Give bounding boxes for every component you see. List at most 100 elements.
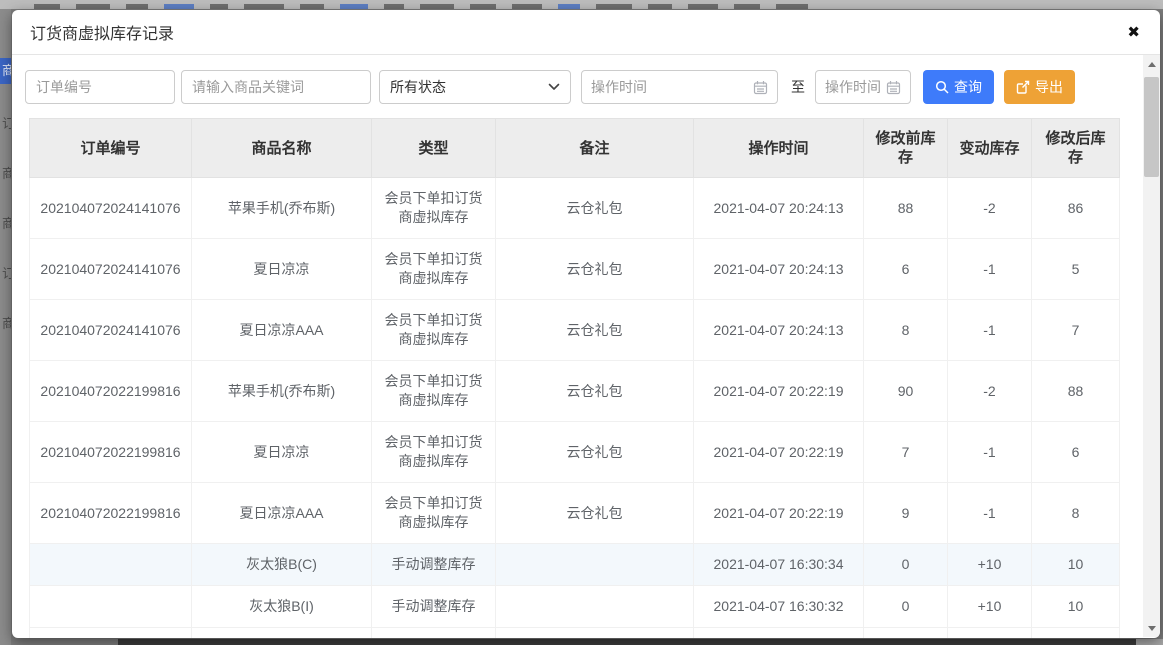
cell-type: 会员下单扣订货商虚拟库存: [371, 238, 496, 300]
table-row[interactable]: 202104072024141076 夏日凉凉 会员下单扣订货商虚拟库存 云仓礼…: [29, 238, 1120, 300]
table-row[interactable]: 灰太狼B(I) 手动调整库存 2021-04-07 16:30:32 0 +10…: [29, 585, 1120, 628]
cell-op-time: 2021-04-07 20:24:13: [693, 238, 864, 300]
cell-order-no: 202104072022199816: [29, 360, 192, 422]
keyword-input[interactable]: [181, 70, 371, 104]
close-icon[interactable]: ✖: [1127, 24, 1140, 41]
background-sidebar-strip: 商 订 商 商 订 商: [0, 9, 11, 645]
background-sidebar-item: 商: [0, 58, 11, 84]
search-icon: [935, 80, 949, 94]
table-row[interactable]: 202104072022199816 夏日凉凉 会员下单扣订货商虚拟库存 云仓礼…: [29, 421, 1120, 483]
cell-product: 灰太狼B(I): [191, 585, 372, 628]
query-button-label: 查询: [954, 79, 982, 95]
cell-product: 苹果手机(乔布斯): [191, 177, 372, 239]
date-range-separator: 至: [791, 79, 805, 95]
cell-stock-change: +10: [947, 543, 1032, 586]
scroll-down-arrow-icon: [1147, 626, 1156, 631]
cell-stock-change: -2: [947, 360, 1032, 422]
cell-order-no: [29, 627, 192, 638]
cell-stock-after: 6: [1031, 421, 1120, 483]
cell-stock-change: -1: [947, 482, 1032, 544]
order-no-input[interactable]: [25, 70, 175, 104]
cell-product: 夏日凉凉AAA: [191, 482, 372, 544]
cell-order-no: 202104072024141076: [29, 299, 192, 361]
background-bottom-bar-end: [1136, 639, 1163, 645]
cell-product: 灰太狼B(C): [191, 543, 372, 586]
vertical-scrollbar[interactable]: [1143, 55, 1160, 637]
status-select-value: 所有状态: [390, 79, 446, 95]
background-sidebar-item: 商: [2, 166, 11, 181]
cell-op-time: 2021-04-07 20:24:13: [693, 299, 864, 361]
modal-title: 订货商虚拟库存记录: [30, 26, 175, 43]
cell-type: 会员下单扣订货商虚拟库存: [371, 299, 496, 361]
cell-op-time: 2021-04-07 16:30:32: [693, 585, 864, 628]
cell-remark: [495, 543, 694, 586]
table-row[interactable]: 202104072022199816 苹果手机(乔布斯) 会员下单扣订货商虚拟库…: [29, 360, 1120, 422]
header-product: 商品名称: [191, 118, 372, 178]
table-row[interactable]: 灰太狼B(E) 手动调整库存 2021-04-07 16:30:31 0 +10…: [29, 627, 1120, 638]
cell-type: 手动调整库存: [371, 627, 496, 638]
table-row[interactable]: 202104072022199816 夏日凉凉AAA 会员下单扣订货商虚拟库存 …: [29, 482, 1120, 544]
cell-stock-before: 0: [863, 585, 948, 628]
inventory-table: 订单编号 商品名称 类型 备注 操作时间 修改前库存 变动库存 修改后库存 20…: [29, 118, 1120, 638]
cell-order-no: 202104072022199816: [29, 421, 192, 483]
cell-stock-after: 88: [1031, 360, 1120, 422]
cell-type: 会员下单扣订货商虚拟库存: [371, 421, 496, 483]
cell-stock-change: +10: [947, 585, 1032, 628]
cell-op-time: 2021-04-07 16:30:31: [693, 627, 864, 638]
cell-remark: [495, 627, 694, 638]
modal-body: 所有状态 操作时间 至 操作时间: [12, 55, 1160, 638]
background-sidebar-item: 订: [2, 266, 11, 281]
export-button[interactable]: 导出: [1004, 70, 1075, 104]
modal-header: 订货商虚拟库存记录 ✖: [12, 10, 1160, 55]
table-row[interactable]: 202104072024141076 夏日凉凉AAA 会员下单扣订货商虚拟库存 …: [29, 299, 1120, 361]
cell-stock-before: 0: [863, 627, 948, 638]
scrollbar-thumb[interactable]: [1144, 77, 1159, 177]
table-row[interactable]: 202104072024141076 苹果手机(乔布斯) 会员下单扣订货商虚拟库…: [29, 177, 1120, 239]
header-stock-before: 修改前库存: [863, 118, 948, 178]
cell-stock-after: 86: [1031, 177, 1120, 239]
end-date-placeholder: 操作时间: [825, 79, 881, 95]
scroll-down-button[interactable]: [1143, 621, 1160, 635]
cell-order-no: [29, 585, 192, 628]
start-date-placeholder: 操作时间: [591, 79, 647, 95]
cell-product: 夏日凉凉: [191, 238, 372, 300]
query-button[interactable]: 查询: [923, 70, 994, 104]
background-sidebar-item: 商: [2, 216, 11, 231]
cell-type: 会员下单扣订货商虚拟库存: [371, 482, 496, 544]
calendar-icon: [886, 80, 901, 95]
cell-stock-change: +10: [947, 627, 1032, 638]
filter-bar: 所有状态 操作时间 至 操作时间: [12, 55, 1160, 118]
cell-order-no: [29, 543, 192, 586]
cell-op-time: 2021-04-07 20:22:19: [693, 421, 864, 483]
cell-order-no: 202104072022199816: [29, 482, 192, 544]
export-button-label: 导出: [1035, 79, 1063, 95]
scroll-up-button[interactable]: [1143, 57, 1160, 71]
header-stock-after: 修改后库存: [1031, 118, 1120, 178]
cell-stock-after: 5: [1031, 238, 1120, 300]
chevron-down-icon: [548, 83, 560, 91]
table-row[interactable]: 灰太狼B(C) 手动调整库存 2021-04-07 16:30:34 0 +10…: [29, 543, 1120, 586]
cell-op-time: 2021-04-07 20:22:19: [693, 482, 864, 544]
cell-stock-after: 10: [1031, 627, 1120, 638]
cell-stock-before: 6: [863, 238, 948, 300]
background-top-strip: [0, 0, 1163, 9]
cell-stock-before: 90: [863, 360, 948, 422]
cell-stock-after: 7: [1031, 299, 1120, 361]
cell-product: 苹果手机(乔布斯): [191, 360, 372, 422]
header-remark: 备注: [495, 118, 694, 178]
cell-type: 会员下单扣订货商虚拟库存: [371, 360, 496, 422]
export-icon: [1016, 80, 1030, 94]
cell-remark: 云仓礼包: [495, 360, 694, 422]
cell-stock-before: 8: [863, 299, 948, 361]
cell-order-no: 202104072024141076: [29, 177, 192, 239]
end-date-input[interactable]: 操作时间: [815, 70, 911, 104]
start-date-input[interactable]: 操作时间: [581, 70, 778, 104]
status-select[interactable]: 所有状态: [379, 70, 571, 104]
cell-op-time: 2021-04-07 16:30:34: [693, 543, 864, 586]
cell-stock-change: -1: [947, 421, 1032, 483]
cell-stock-before: 0: [863, 543, 948, 586]
cell-type: 手动调整库存: [371, 543, 496, 586]
cell-stock-change: -1: [947, 299, 1032, 361]
header-type: 类型: [371, 118, 496, 178]
cell-op-time: 2021-04-07 20:22:19: [693, 360, 864, 422]
